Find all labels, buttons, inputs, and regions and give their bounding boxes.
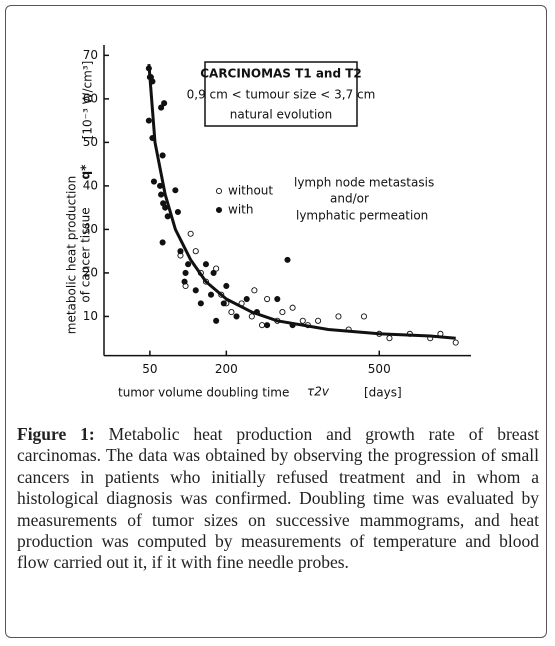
point [202, 261, 209, 268]
point [360, 313, 368, 320]
point [158, 191, 165, 198]
point [192, 248, 199, 255]
x-axis-label: tumor volume doubling time [118, 386, 289, 400]
point [213, 265, 220, 272]
x-axis-unit: [days] [364, 386, 402, 400]
point [213, 317, 220, 324]
y-axis-unit: [10⁻³ W/cm³] [81, 61, 95, 140]
point [192, 287, 199, 294]
caption-text: Metabolic heat production and growth rat… [17, 424, 539, 573]
point [264, 322, 271, 329]
point [197, 300, 204, 307]
x-tick-label: 50 [142, 362, 157, 376]
y-tick-label: 70 [83, 48, 98, 62]
point [315, 317, 322, 324]
point [207, 291, 215, 298]
point [150, 178, 158, 185]
point [274, 295, 281, 303]
legend-label: without [228, 184, 273, 198]
chart: CARCINOMAS T1 and T2 0,9 cm < tumour siz… [65, 45, 471, 400]
point [228, 309, 235, 316]
point [243, 295, 250, 303]
point [159, 239, 166, 246]
y-axis-label: of cancer tissue [79, 207, 93, 302]
fit-curve [147, 63, 456, 340]
point [159, 152, 166, 159]
point [210, 269, 217, 276]
point [299, 317, 306, 324]
point [145, 117, 152, 124]
legend-marker [215, 187, 223, 195]
point [452, 339, 459, 346]
point [174, 208, 181, 216]
point [172, 187, 179, 194]
x-axis-symbol: τ2v [307, 385, 330, 399]
point [258, 322, 266, 329]
y-tick-label: 60 [83, 91, 98, 105]
point [185, 261, 192, 268]
legend-note: lymph node metastasis [294, 176, 434, 190]
caption-label: Figure 1: [17, 424, 95, 444]
point [264, 295, 271, 303]
y-axis-label: metabolic heat production [65, 176, 79, 334]
point [248, 313, 255, 320]
y-axis-symbol: q* [79, 164, 93, 180]
y-tick-label: 20 [83, 265, 98, 279]
y-tick-label: 10 [83, 309, 98, 323]
point [284, 256, 291, 263]
point [187, 230, 194, 237]
annotation: 0,9 cm < tumour size < 3,7 cm [187, 88, 376, 102]
point [182, 269, 189, 276]
point [177, 248, 184, 255]
point [161, 100, 168, 107]
y-tick-label: 30 [83, 222, 98, 236]
point [220, 300, 227, 307]
legend-note: and/or [330, 192, 369, 206]
point [251, 287, 258, 294]
point [181, 278, 188, 285]
legend-label: with [228, 203, 253, 217]
x-tick-label: 200 [215, 362, 238, 376]
point [289, 304, 296, 311]
annotation-box [204, 61, 358, 127]
point [158, 104, 165, 111]
caption: Figure 1: Metabolic heat production and … [17, 424, 539, 574]
y-tick-label: 40 [83, 178, 98, 192]
point [335, 313, 342, 320]
point [223, 282, 230, 290]
point [233, 313, 240, 320]
figure-frame [5, 5, 547, 638]
point [386, 335, 393, 342]
y-tick-label: 50 [83, 135, 98, 149]
annotation: CARCINOMAS T1 and T2 [200, 67, 362, 81]
annotation: natural evolution [230, 108, 332, 122]
x-tick-label: 500 [368, 362, 391, 376]
legend-note: lymphatic permeation [296, 209, 428, 223]
point [279, 309, 286, 316]
legend-marker [215, 206, 223, 214]
